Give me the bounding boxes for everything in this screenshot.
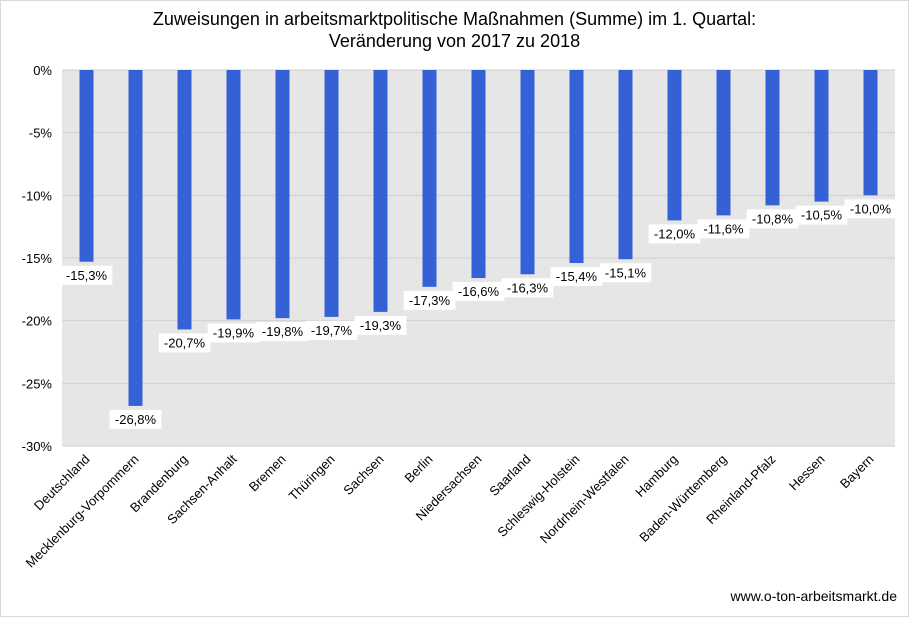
x-category-label: Sachsen — [340, 452, 386, 498]
x-category-label: Hamburg — [632, 452, 680, 500]
chart-title: Zuweisungen in arbeitsmarktpolitische Ma… — [0, 8, 909, 52]
y-tick-label: 0% — [33, 63, 52, 78]
bar — [79, 70, 94, 262]
x-category-label: Hessen — [786, 452, 828, 494]
bar — [618, 70, 633, 260]
data-label: -19,8% — [262, 324, 304, 339]
x-category-label: Baden-Württemberg — [636, 452, 729, 545]
x-category-label: Schleswig-Holstein — [494, 452, 582, 540]
data-label: -16,6% — [458, 284, 500, 299]
data-label: -19,7% — [311, 323, 353, 338]
data-label-box — [599, 263, 652, 283]
bar — [520, 70, 535, 275]
data-label-box — [158, 333, 211, 353]
bar — [471, 70, 486, 279]
data-label-box — [550, 267, 603, 287]
bar — [569, 70, 584, 264]
x-category-label: Nordrhein-Westfalen — [537, 452, 632, 547]
data-label-box — [354, 315, 407, 335]
bar — [814, 70, 829, 202]
bar — [863, 70, 878, 196]
data-label-box — [697, 219, 750, 239]
data-label: -10,8% — [752, 211, 794, 226]
data-label: -15,1% — [605, 265, 647, 280]
data-label-box — [305, 320, 358, 340]
data-label-box — [501, 278, 554, 298]
data-label: -17,3% — [409, 293, 451, 308]
data-label: -26,8% — [115, 412, 157, 427]
data-label: -16,3% — [507, 280, 549, 295]
data-label: -10,5% — [801, 208, 843, 223]
bar — [324, 70, 339, 317]
data-label: -12,0% — [654, 226, 696, 241]
bar — [716, 70, 731, 216]
data-label-box — [60, 265, 113, 285]
x-category-label: Bayern — [837, 452, 877, 492]
x-category-label: Thüringen — [286, 452, 338, 504]
bar — [128, 70, 143, 406]
data-label: -20,7% — [164, 335, 206, 350]
data-label-box — [403, 290, 456, 310]
y-tick-label: -25% — [22, 376, 53, 391]
data-label-box — [452, 282, 505, 302]
data-label: -10,0% — [850, 201, 892, 216]
x-category-label: Bremen — [246, 452, 289, 495]
data-label: -19,9% — [213, 325, 255, 340]
bar — [667, 70, 682, 221]
x-category-label: Berlin — [402, 452, 436, 486]
data-label: -15,3% — [66, 268, 108, 283]
data-label-box — [746, 209, 799, 229]
data-label-box — [207, 323, 260, 343]
y-tick-label: -15% — [22, 251, 53, 266]
data-label: -15,4% — [556, 269, 598, 284]
chart-title-line-2: Veränderung von 2017 zu 2018 — [328, 31, 581, 51]
chart-title-line-1: Zuweisungen in arbeitsmarktpolitische Ma… — [152, 9, 757, 29]
y-tick-label: -10% — [22, 188, 53, 203]
source-note: www.o-ton-arbeitsmarkt.de — [730, 588, 897, 604]
bar — [422, 70, 437, 287]
data-label-box — [256, 322, 309, 342]
bar — [226, 70, 241, 320]
data-label-box — [844, 199, 897, 219]
bar — [765, 70, 780, 206]
data-label-box — [795, 205, 848, 225]
data-label: -19,3% — [360, 318, 402, 333]
y-tick-label: -30% — [22, 439, 53, 454]
bar — [177, 70, 192, 330]
bar — [373, 70, 388, 312]
y-tick-label: -20% — [22, 314, 53, 329]
y-tick-label: -5% — [29, 126, 53, 141]
data-label-box — [648, 224, 701, 244]
data-label: -11,6% — [703, 221, 744, 236]
data-label-box — [109, 409, 162, 429]
x-category-label: Saarland — [486, 452, 533, 499]
bar — [275, 70, 290, 319]
